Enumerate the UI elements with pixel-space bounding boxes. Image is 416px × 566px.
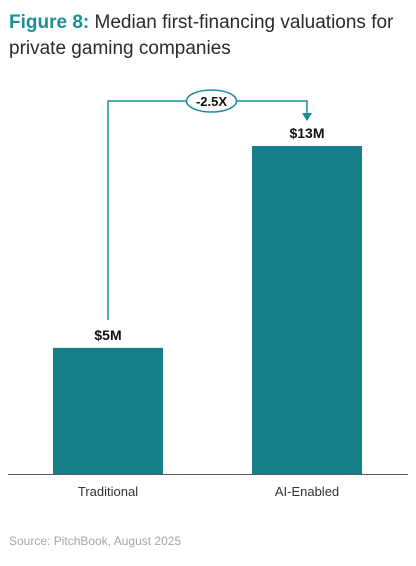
chart-title: Figure 8: Median first-financing valuati… (9, 10, 409, 62)
bar-1 (252, 146, 362, 474)
category-label-1: AI-Enabled (275, 484, 339, 499)
bar-0 (53, 347, 163, 474)
category-label-0: Traditional (78, 484, 138, 499)
figure-label: Figure 8: (9, 12, 90, 33)
data-label-0: $5M (94, 327, 121, 343)
title-text: Median first-financing valuations for pr… (9, 12, 394, 59)
connector-arrowhead (302, 113, 312, 121)
multiplier-label: -2.5X (196, 94, 227, 109)
source-note: Source: PitchBook, August 2025 (9, 534, 182, 548)
multiplier-badge (185, 89, 238, 113)
data-label-1: $13M (289, 125, 324, 141)
